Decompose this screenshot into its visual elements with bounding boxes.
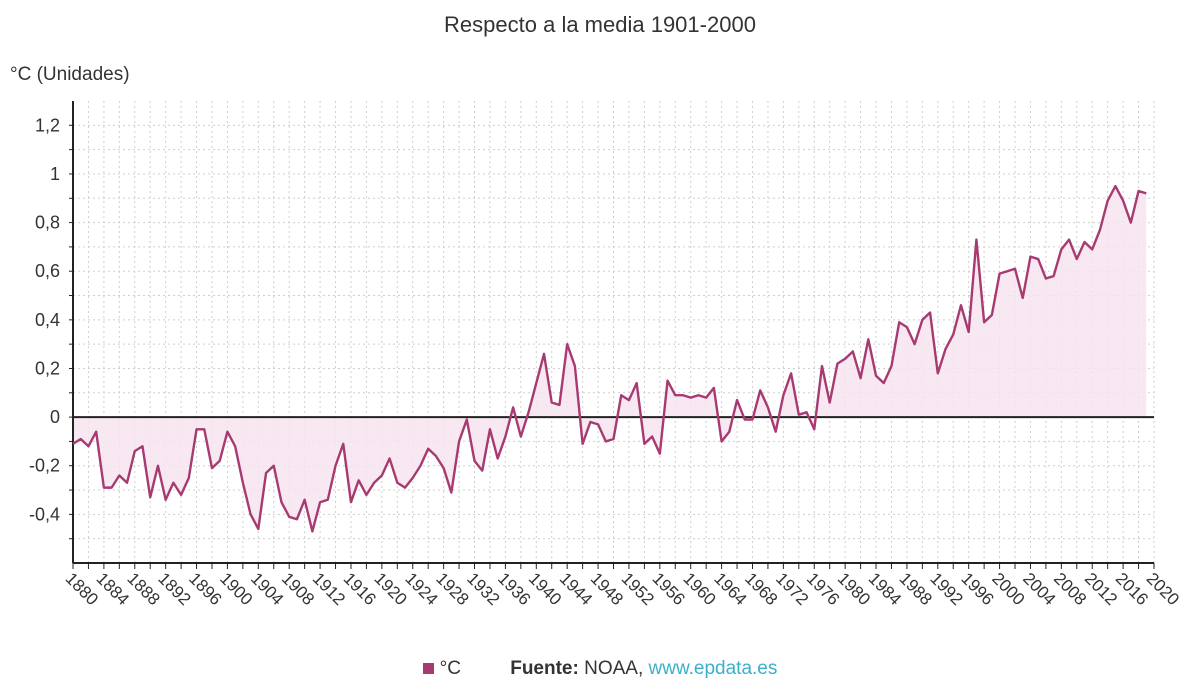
- x-tick-label: 1992: [926, 569, 966, 609]
- y-tick-label: -0,4: [29, 504, 60, 524]
- x-tick-label: 2000: [988, 569, 1028, 609]
- y-axis-label: °C (Unidades): [10, 64, 130, 85]
- y-tick-label: 0,6: [35, 261, 60, 281]
- x-tick-label: 1892: [154, 569, 194, 609]
- x-tick-label: 2012: [1081, 569, 1121, 609]
- x-tick-label: 1916: [340, 569, 380, 609]
- series-area: [73, 186, 1147, 532]
- x-tick-label: 1912: [309, 569, 349, 609]
- x-tick-label: 1940: [525, 569, 565, 609]
- x-tick-label: 2008: [1050, 569, 1090, 609]
- x-tick-label: 1932: [463, 569, 503, 609]
- y-tick-label: 1,2: [35, 115, 60, 135]
- x-tick-label: 1944: [556, 569, 596, 609]
- x-tick-label: 2004: [1019, 569, 1059, 609]
- x-tick-label: 1976: [803, 569, 843, 609]
- x-tick-label: 1948: [587, 569, 627, 609]
- x-tick-label: 1936: [494, 569, 534, 609]
- x-tick-label: 1920: [371, 569, 411, 609]
- x-tick-label: 1880: [62, 569, 102, 609]
- chart-footer: °C Fuente: NOAA, www.epdata.es: [0, 658, 1200, 680]
- x-tick-label: 1984: [865, 569, 905, 609]
- chart-title: Respecto a la media 1901-2000: [444, 12, 756, 37]
- x-tick-label: 1972: [772, 569, 812, 609]
- legend-swatch: [422, 663, 434, 674]
- y-tick-label: 0,2: [35, 358, 60, 378]
- x-tick-label: 1884: [93, 569, 133, 609]
- y-tick-label: 1: [50, 164, 60, 184]
- y-tick-label: 0,8: [35, 213, 60, 233]
- x-tick-label: 1956: [649, 569, 689, 609]
- source-name: NOAA,: [584, 658, 644, 679]
- x-tick-label: 1980: [834, 569, 874, 609]
- x-tick-label: 1908: [278, 569, 318, 609]
- series-line: [72, 184, 1147, 533]
- x-tick-label: 1952: [618, 569, 658, 609]
- x-tick-label: 1924: [401, 569, 441, 609]
- x-tick-label: 1928: [432, 569, 472, 609]
- x-tick-label: 1996: [957, 569, 997, 609]
- legend-label: °C: [439, 658, 461, 679]
- y-tick-label: 0: [50, 407, 60, 427]
- x-tick-label: 1960: [679, 569, 719, 609]
- x-tick-label: 1896: [185, 569, 225, 609]
- source-label: Fuente:: [510, 658, 579, 679]
- x-tick-label: 2020: [1143, 569, 1183, 609]
- x-tick-label: 1988: [896, 569, 936, 609]
- x-tick-label: 1964: [710, 569, 750, 609]
- x-tick-label: 1968: [741, 569, 781, 609]
- y-tick-label: 0,4: [35, 310, 60, 330]
- x-tick-label: 1888: [123, 569, 163, 609]
- x-tick-label: 1900: [216, 569, 256, 609]
- y-tick-label: -0,2: [29, 456, 60, 476]
- x-tick-label: 2016: [1112, 569, 1152, 609]
- x-tick-label: 1904: [247, 569, 287, 609]
- source-link[interactable]: www.epdata.es: [648, 658, 778, 679]
